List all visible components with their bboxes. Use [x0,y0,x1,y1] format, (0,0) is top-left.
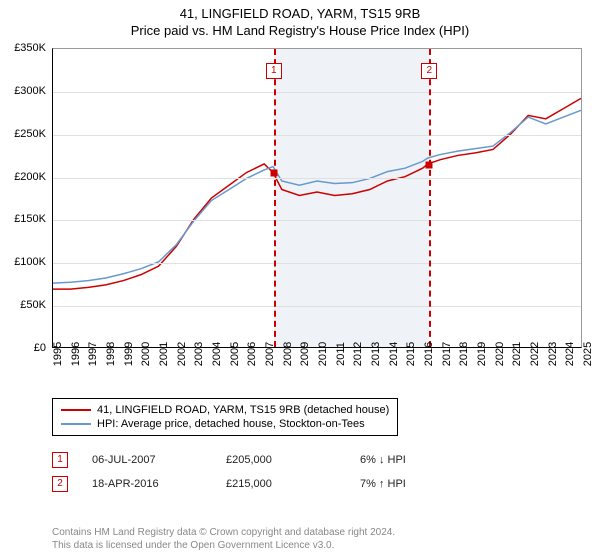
y-tick-label: £300K [14,85,46,97]
x-tick-label: 2019 [476,342,488,366]
title-block: 41, LINGFIELD ROAD, YARM, TS15 9RB Price… [0,0,600,40]
y-axis: £0£50K£100K£150K£200K£250K£300K£350K [0,48,50,348]
event-delta: 7% ↑ HPI [360,478,470,490]
event-marker [270,170,277,177]
gridline [53,263,581,264]
legend: 41, LINGFIELD ROAD, YARM, TS15 9RB (deta… [52,398,582,436]
x-tick-label: 2011 [335,342,347,366]
footer-line-2: This data is licensed under the Open Gov… [52,539,582,552]
x-tick-label: 2001 [158,342,170,366]
gridline [53,135,581,136]
x-tick-label: 2013 [370,342,382,366]
event-row: 2 18-APR-2016 £215,000 7% ↑ HPI [52,472,582,496]
x-tick-label: 2007 [264,342,276,366]
x-tick-label: 2022 [529,342,541,366]
x-tick-label: 2024 [564,342,576,366]
x-tick-label: 2025 [582,342,594,366]
event-row-badge: 1 [52,452,68,468]
legend-row: 41, LINGFIELD ROAD, YARM, TS15 9RB (deta… [61,403,389,417]
event-price: £205,000 [226,454,336,466]
event-row: 1 06-JUL-2007 £205,000 6% ↓ HPI [52,448,582,472]
legend-label: HPI: Average price, detached house, Stoc… [97,418,365,430]
x-tick-label: 2006 [246,342,258,366]
x-tick-label: 1998 [105,342,117,366]
legend-swatch [61,423,91,425]
x-tick-label: 1997 [87,342,99,366]
y-tick-label: £150K [14,213,46,225]
event-line [429,49,431,347]
x-tick-label: 2023 [547,342,559,366]
gridline [53,306,581,307]
events-table: 1 06-JUL-2007 £205,000 6% ↓ HPI 2 18-APR-2016… [52,448,582,496]
series-line [53,110,581,283]
x-tick-label: 1996 [70,342,82,366]
footer: Contains HM Land Registry data © Crown c… [52,526,582,552]
x-tick-label: 2020 [494,342,506,366]
y-tick-label: £350K [14,42,46,54]
event-date: 18-APR-2016 [92,478,202,490]
y-tick-label: £0 [34,342,46,354]
event-date: 06-JUL-2007 [92,454,202,466]
gridline [53,220,581,221]
y-tick-label: £50K [20,299,46,311]
legend-box: 41, LINGFIELD ROAD, YARM, TS15 9RB (deta… [52,398,398,436]
x-tick-label: 2005 [229,342,241,366]
event-line [274,49,276,347]
y-tick-label: £100K [14,256,46,268]
x-tick-label: 1995 [52,342,64,366]
legend-swatch [61,409,91,411]
x-tick-label: 2002 [176,342,188,366]
x-tick-label: 2017 [441,342,453,366]
event-price: £215,000 [226,478,336,490]
y-tick-label: £250K [14,128,46,140]
x-tick-label: 2003 [193,342,205,366]
x-tick-label: 2008 [282,342,294,366]
gridline [53,178,581,179]
x-tick-label: 2000 [140,342,152,366]
x-tick-label: 1999 [123,342,135,366]
plot-area: 12 [52,48,582,348]
series-line [53,98,581,289]
chart-title: 41, LINGFIELD ROAD, YARM, TS15 9RB [0,6,600,21]
event-marker [426,161,433,168]
event-row-badge: 2 [52,476,68,492]
x-tick-label: 2016 [423,342,435,366]
gridline [53,92,581,93]
footer-line-1: Contains HM Land Registry data © Crown c… [52,526,582,539]
legend-row: HPI: Average price, detached house, Stoc… [61,417,389,431]
x-tick-label: 2018 [458,342,470,366]
x-tick-label: 2004 [211,342,223,366]
x-axis: 1995199619971998199920002001200220032004… [52,350,582,400]
x-tick-label: 2009 [299,342,311,366]
legend-label: 41, LINGFIELD ROAD, YARM, TS15 9RB (deta… [97,404,389,416]
series-svg [53,49,581,347]
chart-subtitle: Price paid vs. HM Land Registry's House … [0,23,600,38]
y-tick-label: £200K [14,171,46,183]
event-badge: 2 [421,63,437,79]
event-badge: 1 [266,63,282,79]
x-tick-label: 2015 [405,342,417,366]
x-tick-label: 2021 [511,342,523,366]
x-tick-label: 2012 [352,342,364,366]
x-tick-label: 2010 [317,342,329,366]
x-tick-label: 2014 [388,342,400,366]
event-delta: 6% ↓ HPI [360,454,470,466]
chart-container: 41, LINGFIELD ROAD, YARM, TS15 9RB Price… [0,0,600,560]
